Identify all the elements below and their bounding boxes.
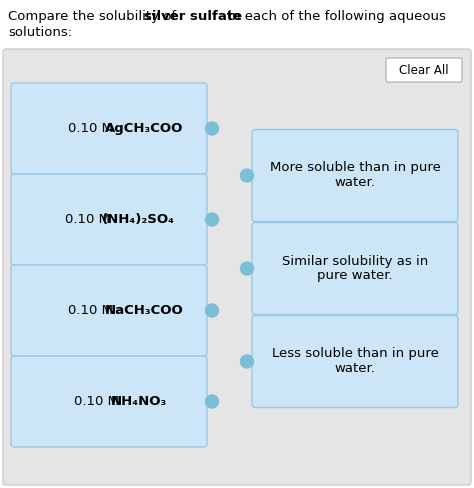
- Circle shape: [206, 304, 219, 317]
- Text: solutions:: solutions:: [8, 26, 72, 39]
- Circle shape: [206, 213, 219, 226]
- Circle shape: [206, 122, 219, 135]
- Text: Less soluble than in pure
water.: Less soluble than in pure water.: [272, 347, 438, 375]
- FancyBboxPatch shape: [11, 265, 207, 356]
- Text: NaCH₃COO: NaCH₃COO: [105, 304, 184, 317]
- FancyBboxPatch shape: [3, 49, 471, 485]
- Circle shape: [206, 395, 219, 408]
- FancyBboxPatch shape: [11, 83, 207, 174]
- FancyBboxPatch shape: [252, 129, 458, 222]
- Text: More soluble than in pure
water.: More soluble than in pure water.: [270, 162, 440, 189]
- Text: 0.10 M: 0.10 M: [65, 213, 115, 226]
- Text: NH₄NO₃: NH₄NO₃: [110, 395, 167, 408]
- Text: AgCH₃COO: AgCH₃COO: [105, 122, 183, 135]
- Text: (NH₄)₂SO₄: (NH₄)₂SO₄: [102, 213, 175, 226]
- FancyBboxPatch shape: [252, 223, 458, 314]
- FancyBboxPatch shape: [252, 316, 458, 407]
- Text: Clear All: Clear All: [399, 63, 449, 77]
- FancyBboxPatch shape: [11, 356, 207, 447]
- Text: 0.10 M: 0.10 M: [74, 395, 123, 408]
- Circle shape: [240, 355, 254, 368]
- FancyBboxPatch shape: [11, 174, 207, 265]
- Text: 0.10 M: 0.10 M: [68, 304, 118, 317]
- Text: in each of the following aqueous: in each of the following aqueous: [224, 10, 446, 23]
- Circle shape: [240, 169, 254, 182]
- Text: Similar solubility as in
pure water.: Similar solubility as in pure water.: [282, 255, 428, 283]
- Circle shape: [240, 262, 254, 275]
- Text: Compare the solubility of: Compare the solubility of: [8, 10, 181, 23]
- FancyBboxPatch shape: [386, 58, 462, 82]
- Text: 0.10 M: 0.10 M: [68, 122, 118, 135]
- Text: silver sulfate: silver sulfate: [145, 10, 243, 23]
